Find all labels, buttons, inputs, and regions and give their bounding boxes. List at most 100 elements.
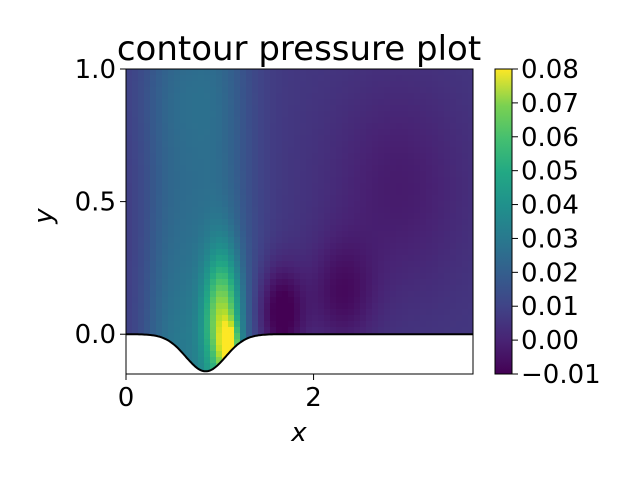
field-cell — [324, 213, 331, 220]
field-cell — [198, 303, 205, 310]
field-cell — [306, 177, 313, 184]
field-cell — [180, 219, 187, 226]
field-cell — [462, 267, 469, 274]
field-cell — [186, 327, 193, 334]
field-cell — [210, 231, 217, 238]
field-cell — [198, 213, 205, 220]
field-cell — [372, 321, 379, 328]
field-cell — [276, 75, 283, 82]
colorbar-tick-label: 0.08 — [521, 55, 579, 85]
field-cell — [354, 99, 361, 106]
field-cell — [156, 243, 163, 250]
field-cell — [450, 171, 457, 178]
field-cell — [192, 315, 199, 322]
field-cell — [432, 255, 439, 262]
field-cell — [468, 99, 473, 106]
field-cell — [420, 279, 427, 286]
field-cell — [444, 231, 451, 238]
field-cell — [150, 135, 157, 142]
field-cell — [396, 177, 403, 184]
field-cell — [414, 153, 421, 160]
field-cell — [330, 183, 337, 190]
field-cell — [462, 297, 469, 304]
field-cell — [150, 249, 157, 256]
field-cell — [294, 135, 301, 142]
field-cell — [204, 303, 211, 310]
field-cell — [198, 357, 205, 364]
field-cell — [126, 309, 133, 316]
field-cell — [300, 279, 307, 286]
field-cell — [324, 165, 331, 172]
field-cell — [132, 75, 139, 82]
field-cell — [282, 279, 289, 286]
field-cell — [132, 231, 139, 238]
field-cell — [156, 225, 163, 232]
field-cell — [174, 207, 181, 214]
field-cell — [150, 219, 157, 226]
field-cell — [264, 279, 271, 286]
field-cell — [402, 129, 409, 136]
field-cell — [228, 75, 235, 82]
field-cell — [432, 171, 439, 178]
field-cell — [372, 87, 379, 94]
field-cell — [234, 291, 241, 298]
field-cell — [294, 267, 301, 274]
field-cell — [150, 69, 157, 76]
field-cell — [162, 207, 169, 214]
field-cell — [390, 87, 397, 94]
field-cell — [360, 303, 367, 310]
field-cell — [348, 81, 355, 88]
field-cell — [432, 183, 439, 190]
field-cell — [204, 201, 211, 208]
field-cell — [330, 213, 337, 220]
field-cell — [444, 249, 451, 256]
field-cell — [420, 177, 427, 184]
field-cell — [438, 279, 445, 286]
field-cell — [162, 177, 169, 184]
field-cell — [354, 201, 361, 208]
field-cell — [162, 309, 169, 316]
field-cell — [294, 177, 301, 184]
field-cell — [354, 255, 361, 262]
field-cell — [372, 93, 379, 100]
field-cell — [288, 297, 295, 304]
field-cell — [216, 219, 223, 226]
field-cell — [354, 171, 361, 178]
field-cell — [450, 75, 457, 82]
field-cell — [432, 153, 439, 160]
field-cell — [450, 237, 457, 244]
field-cell — [288, 225, 295, 232]
field-cell — [234, 279, 241, 286]
field-cell — [234, 261, 241, 268]
field-cell — [198, 345, 205, 352]
field-cell — [432, 249, 439, 256]
field-cell — [198, 99, 205, 106]
field-cell — [210, 159, 217, 166]
field-cell — [366, 315, 373, 322]
field-cell — [468, 201, 473, 208]
field-cell — [222, 261, 229, 268]
field-cell — [378, 159, 385, 166]
field-cell — [414, 189, 421, 196]
field-cell — [348, 243, 355, 250]
field-cell — [180, 279, 187, 286]
field-cell — [318, 117, 325, 124]
field-cell — [132, 177, 139, 184]
field-cell — [318, 243, 325, 250]
field-cell — [138, 219, 145, 226]
field-cell — [180, 273, 187, 280]
field-cell — [282, 147, 289, 154]
field-cell — [210, 135, 217, 142]
field-cell — [174, 285, 181, 292]
field-cell — [222, 231, 229, 238]
field-cell — [144, 237, 151, 244]
field-cell — [246, 225, 253, 232]
field-cell — [336, 111, 343, 118]
field-cell — [402, 213, 409, 220]
field-cell — [198, 219, 205, 226]
field-cell — [384, 153, 391, 160]
field-cell — [132, 255, 139, 262]
field-cell — [348, 123, 355, 130]
field-cell — [180, 315, 187, 322]
field-cell — [186, 93, 193, 100]
